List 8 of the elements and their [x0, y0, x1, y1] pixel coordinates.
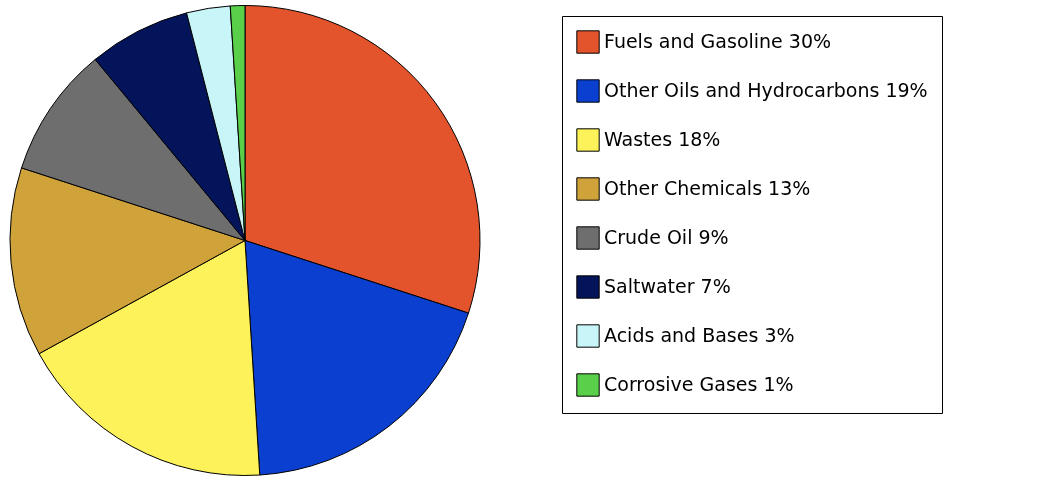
legend-label: Saltwater 7% — [604, 275, 731, 297]
legend-label: Acids and Bases 3% — [604, 324, 795, 346]
legend-label: Wastes 18% — [604, 128, 721, 150]
legend-label: Other Chemicals 13% — [604, 177, 811, 199]
legend-label: Other Oils and Hydrocarbons 19% — [604, 79, 928, 101]
legend-label: Crude Oil 9% — [604, 226, 729, 248]
legend-label: Fuels and Gasoline 30% — [604, 30, 832, 52]
legend-label: Corrosive Gases 1% — [604, 373, 794, 395]
